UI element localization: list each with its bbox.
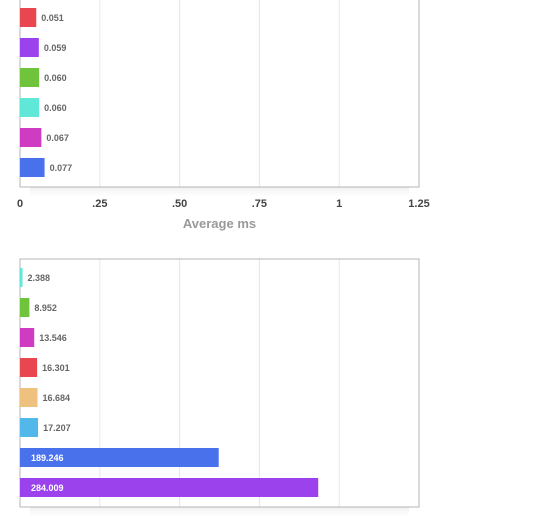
average-ms-chart: 0.051 0.059 0.060 0.060 0.067 0.077 0 .25 .50 .75… (17, 0, 430, 231)
bar-value-label-6: 189.246 (31, 453, 64, 463)
bar-2 (20, 328, 35, 347)
bar-value-label-3: 0.060 (44, 103, 67, 113)
frame-shadow (30, 187, 409, 196)
bar-value-label-5: 17.207 (43, 423, 71, 433)
bar-2 (20, 68, 40, 87)
chart-frame (19, 258, 420, 508)
x-tick-label: .75 (252, 198, 267, 210)
bar-1 (20, 38, 39, 57)
bar-5 (20, 418, 39, 437)
x-tick-label: 1.25 (408, 198, 429, 210)
x-tick-label: 0 (17, 198, 23, 210)
x-axis-label: Average ms (183, 216, 256, 231)
bar-7 (20, 478, 319, 497)
bar-3 (20, 358, 38, 377)
bar-value-label-1: 0.059 (44, 43, 67, 53)
bar-4 (20, 128, 42, 147)
x-tick-label: .25 (92, 198, 107, 210)
frame-shadow (30, 507, 409, 516)
bar-4 (20, 388, 38, 407)
bar-3 (20, 98, 40, 117)
bar-0 (20, 268, 23, 287)
bar-value-label-0: 2.388 (28, 273, 51, 283)
bar-value-label-0: 0.051 (41, 13, 64, 23)
x-tick-label: .50 (172, 198, 187, 210)
x-tick-label: 1 (336, 198, 342, 210)
bar-value-label-4: 0.067 (46, 133, 69, 143)
bar-value-label-1: 8.952 (34, 303, 57, 313)
bar-value-label-2: 13.546 (39, 333, 67, 343)
bar-5 (20, 158, 45, 177)
bar-value-label-7: 284.009 (31, 483, 64, 493)
bar-value-label-3: 16.301 (42, 363, 70, 373)
bar-value-label-5: 0.077 (50, 163, 73, 173)
bar-value-label-2: 0.060 (44, 73, 67, 83)
bar-1 (20, 298, 30, 317)
bar-0 (20, 8, 37, 27)
second-bar-chart: 2.388 8.952 13.546 16.301 16.684 17.207 189.24… (19, 258, 420, 516)
bar-value-label-4: 16.684 (43, 393, 71, 403)
bar-6 (20, 448, 219, 467)
chart-frame (19, 0, 420, 188)
